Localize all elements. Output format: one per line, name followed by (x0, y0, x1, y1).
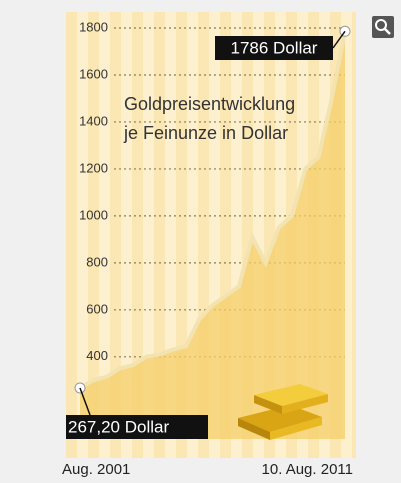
y-tick-label: 800 (86, 254, 108, 269)
y-tick-label: 1200 (79, 160, 108, 175)
end-label: 1786 Dollar (231, 38, 318, 57)
y-tick-label: 1400 (79, 113, 108, 128)
line (78, 30, 347, 390)
plot: 400 600 800 1000 1200 1400 1600 1800 1786 Dollar… (66, 19, 351, 440)
chart-title: Goldpreisentwicklung (124, 94, 295, 114)
x-tick-label: Aug. 2001 (62, 461, 130, 478)
y-tick-label: 1800 (79, 19, 108, 34)
x-tick-label: 10. Aug. 2011 (262, 461, 353, 478)
y-tick-label: 1600 (79, 66, 108, 81)
zoom-button[interactable] (372, 16, 394, 38)
start-label: 267,20 Dollar (68, 417, 169, 436)
y-tick-label: 1000 (79, 207, 108, 222)
gold-bars-icon (238, 384, 328, 440)
start-label-box (66, 415, 208, 439)
end-label-box (215, 36, 333, 60)
start-connector (79, 387, 91, 416)
end-connector (332, 30, 346, 49)
chart-subtitle: je Feinunze in Dollar (123, 123, 288, 143)
y-tick-label: 600 (86, 301, 108, 316)
y-tick-label: 400 (86, 348, 108, 363)
area (80, 31, 345, 440)
